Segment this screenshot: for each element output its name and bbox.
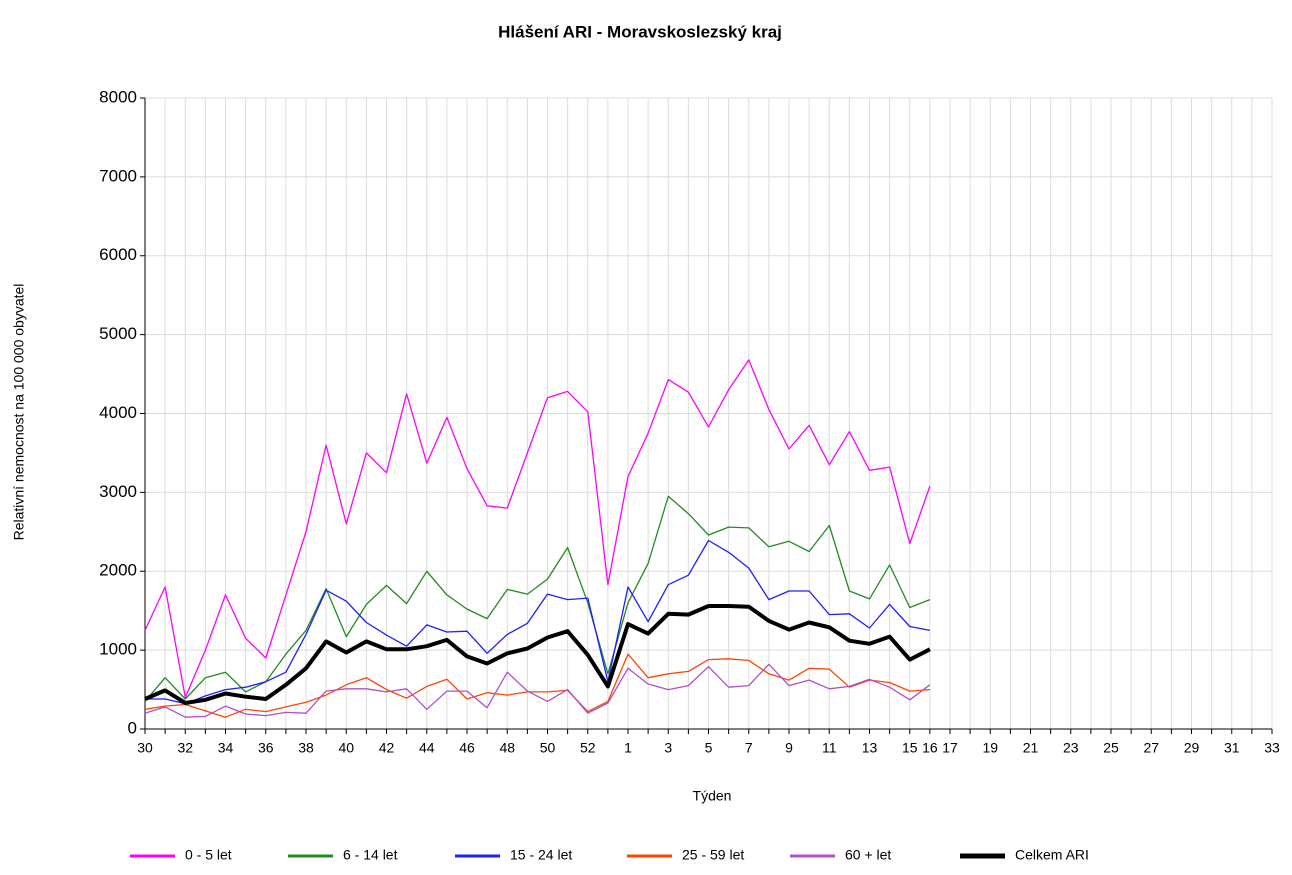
series-line: [144, 663, 931, 718]
x-tick-label: 30: [137, 740, 153, 756]
x-axis-label: Týden: [693, 788, 732, 804]
y-tick-label: 3000: [99, 482, 137, 501]
x-tick-label: 11: [822, 740, 837, 756]
x-tick-label: 21: [1023, 740, 1039, 756]
y-tick-label: 5000: [99, 324, 137, 343]
y-tick-label: 8000: [99, 87, 137, 106]
x-tick-label: 40: [338, 740, 354, 756]
y-axis-label: Relativní nemocnost na 100 000 obyvatel: [11, 284, 27, 541]
x-tick-label: 52: [580, 740, 596, 756]
x-tick-label: 33: [1264, 740, 1280, 756]
y-tick-label: 2000: [99, 561, 137, 580]
legend-label: 0 - 5 let: [185, 847, 232, 863]
x-tick-label: 27: [1143, 740, 1159, 756]
series-line: [144, 604, 931, 705]
x-tick-label: 46: [459, 740, 475, 756]
x-tick-label: 17: [942, 740, 958, 756]
x-tick-label: 9: [785, 740, 793, 756]
legend-label: 25 - 59 let: [682, 847, 744, 863]
legend-label: 15 - 24 let: [510, 847, 572, 863]
legend-label: 60 + let: [845, 847, 891, 863]
x-tick-label: 48: [499, 740, 515, 756]
y-tick-label: 6000: [99, 245, 137, 264]
x-tick-label: 34: [218, 740, 234, 756]
x-tick-label: 1: [624, 740, 632, 756]
x-tick-label: 15: [902, 740, 918, 756]
x-tick-label: 36: [258, 740, 274, 756]
x-tick-label: 32: [177, 740, 193, 756]
x-tick-label: 13: [862, 740, 878, 756]
x-tick-label: 50: [540, 740, 556, 756]
x-tick-label: 29: [1184, 740, 1200, 756]
series-line: [145, 539, 931, 705]
legend-label: 6 - 14 let: [343, 847, 398, 863]
x-tick-label: 16: [922, 740, 938, 756]
legend-label: Celkem ARI: [1015, 847, 1089, 863]
y-tick-label: 1000: [99, 640, 137, 659]
series-line: [144, 359, 931, 699]
x-tick-label: 3: [664, 740, 672, 756]
x-tick-label: 38: [298, 740, 314, 756]
x-tick-label: 31: [1224, 740, 1240, 756]
y-tick-label: 7000: [99, 166, 137, 185]
y-tick-label: 0: [128, 718, 137, 737]
x-tick-label: 7: [745, 740, 753, 756]
series-line: [144, 653, 930, 718]
x-tick-label: 5: [705, 740, 713, 756]
x-tick-label: 42: [379, 740, 395, 756]
y-tick-label: 4000: [99, 403, 137, 422]
x-tick-label: 25: [1103, 740, 1119, 756]
x-tick-label: 23: [1063, 740, 1079, 756]
series-line: [144, 495, 931, 702]
x-tick-label: 19: [982, 740, 998, 756]
chart-title: Hlášení ARI - Moravskoslezský kraj: [498, 22, 782, 41]
x-tick-label: 44: [419, 740, 435, 756]
